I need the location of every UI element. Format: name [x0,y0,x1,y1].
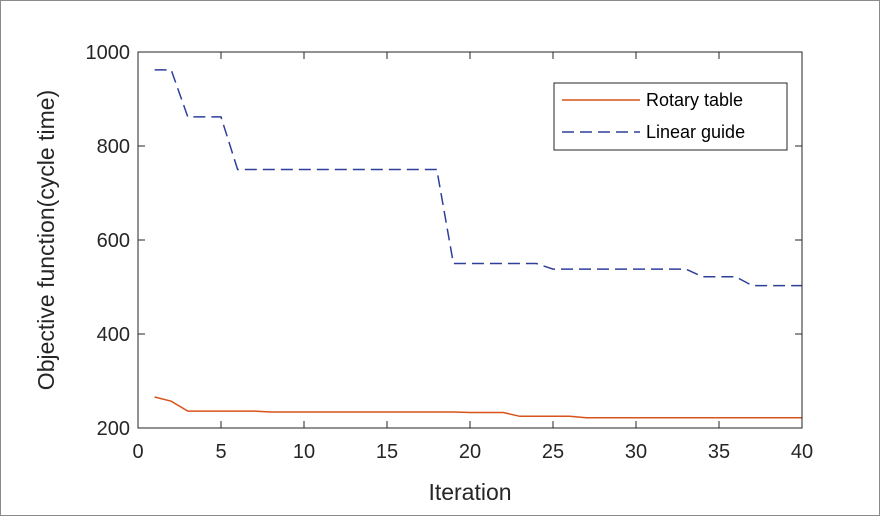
y-axis-label: Objective function(cycle time) [33,90,59,390]
x-tick-label: 10 [293,441,315,463]
series-line-linear-guide [154,69,802,287]
y-tick-label: 200 [97,418,130,440]
y-tick-label: 800 [97,136,130,158]
x-tick-label: 25 [542,441,564,463]
y-tick-label: 1000 [86,42,131,64]
x-tick-label: 40 [791,441,813,463]
x-axis-label: Iteration [428,479,511,505]
x-tick-label: 15 [376,441,398,463]
ticks-layer: 0 5 10 15 20 25 30 35 40 200 400 600 800 1000 [86,42,814,463]
x-tick-label: 5 [215,441,226,463]
legend-box [553,82,788,151]
series-layer [154,69,802,419]
y-tick-label: 600 [97,230,130,252]
legend-label-rotary-table: Rotary table [646,90,743,110]
x-tick-label: 20 [459,441,481,463]
series-line-rotary-table [154,396,802,419]
x-tick-label: 30 [625,441,647,463]
legend-label-linear-guide: Linear guide [646,122,745,142]
x-tick-label: 35 [708,441,730,463]
legend: Rotary table Linear guide [553,82,788,151]
x-tick-label: 0 [132,441,143,463]
y-tick-label: 400 [97,324,130,346]
